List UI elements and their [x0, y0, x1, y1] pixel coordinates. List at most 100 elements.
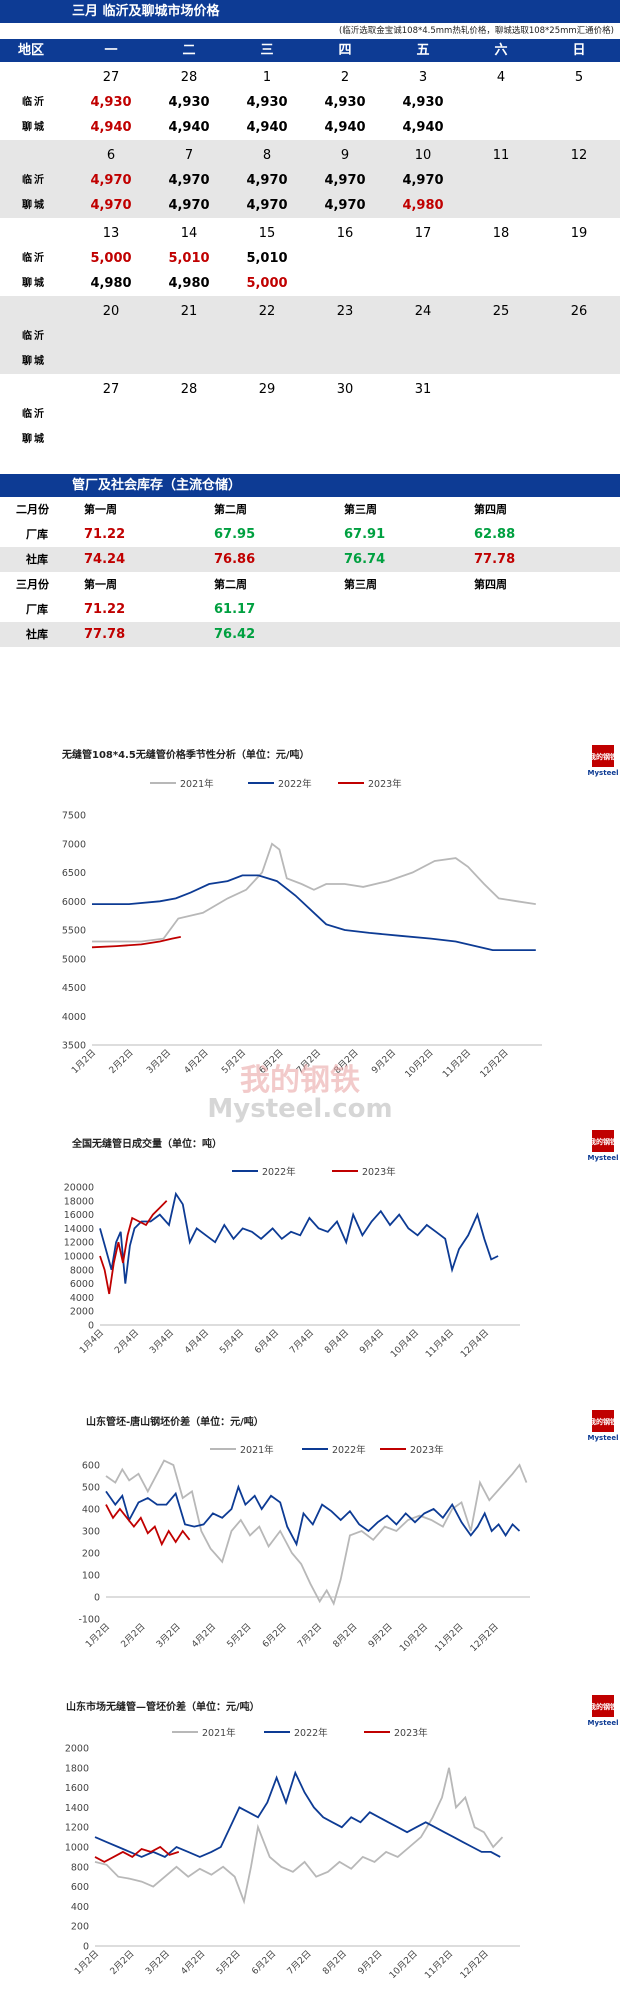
price-cell: [72, 402, 150, 427]
price-cell: [462, 402, 540, 427]
region-label-liaocheng: 聊城: [22, 122, 46, 133]
inventory-week-header: 第三周: [344, 503, 377, 516]
week-block: 27 28 29 30 31 临沂 聊城: [0, 374, 620, 452]
price-cell: [462, 168, 540, 193]
x-tick-label: 12月2日: [478, 1047, 511, 1080]
week-block: 13 14 15 16 17 18 19 临沂 5,000 5,010 5,010 聊城 4,980 4,…: [0, 218, 620, 296]
y-tick-label: 2000: [65, 1744, 89, 1755]
y-tick-label: 300: [82, 1527, 100, 1538]
y-tick-label: 16000: [64, 1210, 94, 1221]
price-cell: [228, 427, 306, 452]
price-cell: [462, 427, 540, 452]
x-tick-label: 10月2日: [403, 1047, 436, 1080]
day-header: 四: [338, 43, 352, 58]
price-cell: [462, 271, 540, 296]
y-tick-label: 4500: [62, 983, 86, 994]
price-cell: [384, 271, 462, 296]
svg-text:2023年: 2023年: [368, 778, 402, 790]
price-cell: [540, 402, 618, 427]
date-cell: 3: [418, 70, 428, 85]
date-cell: 28: [180, 70, 198, 85]
price-cell: [150, 324, 228, 349]
x-tick-label: 11月2日: [423, 1948, 456, 1981]
svg-text:2021年: 2021年: [240, 1444, 274, 1456]
price-cell: [540, 193, 618, 218]
x-tick-label: 5月4日: [218, 1327, 247, 1356]
y-tick-label: 20000: [64, 1183, 94, 1194]
series-line-y2022: [94, 1770, 501, 1858]
price-cell: [72, 324, 150, 349]
price-cell: 4,980: [90, 276, 132, 291]
price-cell: [540, 427, 618, 452]
y-tick-label: 12000: [64, 1238, 94, 1249]
svg-text:Mysteel: Mysteel: [588, 769, 619, 777]
price-cell: 4,970: [246, 173, 288, 188]
y-tick-label: 7000: [62, 839, 86, 850]
y-tick-label: 400: [82, 1505, 100, 1516]
svg-text:我的钢铁: 我的钢铁: [589, 1137, 617, 1146]
x-tick-label: 11月2日: [440, 1047, 473, 1080]
date-cell: 12: [570, 148, 588, 163]
mysteel-logo: 我的钢铁 Mysteel: [588, 1695, 618, 1727]
x-tick-label: 8月2日: [320, 1948, 349, 1977]
x-tick-label: 10月2日: [397, 1621, 430, 1654]
day-header: 日: [572, 43, 586, 58]
price-cell: 5,010: [246, 251, 288, 266]
svg-text:我的钢铁: 我的钢铁: [589, 1702, 617, 1711]
date-cell: [540, 377, 618, 402]
region-label-linyi: 临沂: [22, 175, 46, 186]
day-header: 六: [494, 43, 508, 58]
date-cell: 30: [336, 382, 354, 397]
y-tick-label: 2000: [70, 1307, 94, 1318]
y-tick-label: 600: [71, 1882, 89, 1893]
date-cell: 9: [340, 148, 350, 163]
svg-text:我的钢铁: 我的钢铁: [589, 752, 617, 761]
price-cell: [306, 271, 384, 296]
date-cell: 23: [336, 304, 354, 319]
y-tick-label: 500: [82, 1483, 100, 1494]
price-seasonal-chart: 无缝管108*4.5无缝管价格季节性分析（单位：元/吨） 我的钢铁 Mysteel 2…: [61, 745, 619, 1124]
y-tick-label: -100: [78, 1615, 100, 1626]
svg-text:2023年: 2023年: [394, 1727, 428, 1739]
x-tick-label: 8月4日: [323, 1327, 352, 1356]
y-tick-label: 1400: [65, 1803, 89, 1814]
price-cell: [384, 427, 462, 452]
date-cell: 16: [336, 226, 354, 241]
x-tick-label: 2月4日: [113, 1327, 142, 1356]
svg-text:2021年: 2021年: [180, 778, 214, 790]
price-cell: [228, 402, 306, 427]
series-line-y2023: [105, 1504, 191, 1547]
inventory-value: [470, 597, 600, 622]
x-tick-label: 10月2日: [387, 1948, 420, 1981]
price-cell: [306, 324, 384, 349]
price-cell: [384, 246, 462, 271]
inventory-value: 77.78: [84, 627, 126, 642]
day-header: 二: [182, 43, 196, 58]
x-tick-label: 9月2日: [356, 1948, 385, 1977]
legend-entry: 2021年: [210, 1444, 274, 1456]
x-tick-label: 5月2日: [225, 1621, 254, 1650]
date-cell: 15: [258, 226, 276, 241]
price-cell: 4,980: [402, 198, 444, 213]
x-tick-label: 6月2日: [260, 1621, 289, 1650]
region-label-linyi: 临沂: [22, 409, 46, 420]
price-cell: [540, 324, 618, 349]
price-cell: [306, 427, 384, 452]
x-tick-label: 7月2日: [285, 1948, 314, 1977]
svg-text:Mysteel: Mysteel: [588, 1154, 619, 1162]
region-header: 地区: [18, 43, 45, 58]
price-cell: [540, 246, 618, 271]
inventory-month: 二月份: [16, 503, 49, 516]
series-line-y2021: [94, 1767, 504, 1905]
inventory-row-label: 社库: [26, 553, 48, 566]
series-line-y2023: [99, 1200, 168, 1295]
price-cell: 4,970: [168, 198, 210, 213]
inventory-value: 67.91: [344, 527, 386, 542]
x-tick-label: 12月4日: [458, 1327, 491, 1360]
price-cell: [462, 193, 540, 218]
region-label-liaocheng: 聊城: [22, 200, 46, 211]
price-cell: [228, 324, 306, 349]
y-tick-label: 6500: [62, 868, 86, 879]
legend-entry: 2023年: [338, 778, 402, 790]
date-cell: 29: [258, 382, 276, 397]
